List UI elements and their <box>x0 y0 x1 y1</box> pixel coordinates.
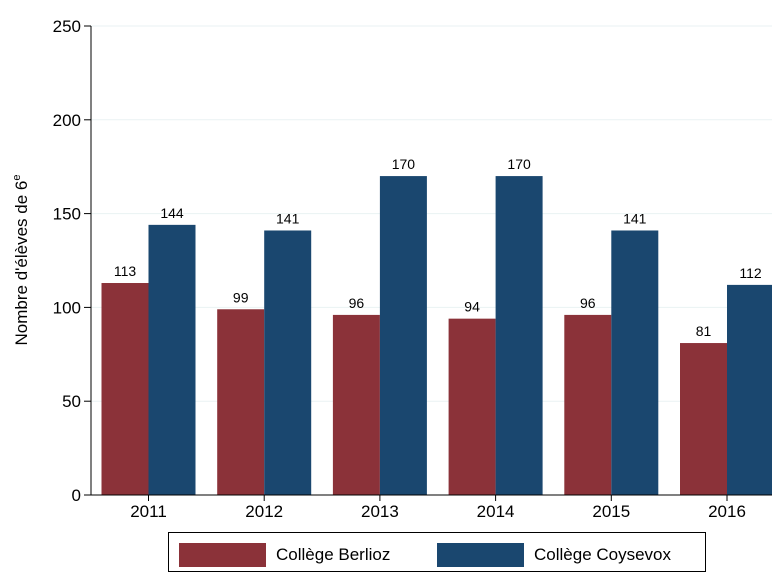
legend-item-berlioz: Collège Berlioz <box>179 543 390 567</box>
data-label: 96 <box>580 295 596 311</box>
bar <box>217 309 264 495</box>
legend-label-coysevox: Collège Coysevox <box>534 545 671 565</box>
data-label: 113 <box>114 263 137 279</box>
bar <box>564 315 611 495</box>
y-tick-label: 50 <box>62 392 81 411</box>
y-tick-label: 250 <box>53 17 81 36</box>
bar <box>727 285 772 495</box>
data-label: 81 <box>696 323 712 339</box>
x-tick-label: 2013 <box>361 502 399 521</box>
y-tick-label: 150 <box>53 205 81 224</box>
x-tick-label: 2011 <box>130 502 167 521</box>
y-axis-title: Nombre d'élèves de 6e <box>11 175 31 346</box>
legend: Collège Berlioz Collège Coysevox <box>168 532 706 572</box>
bar <box>496 176 543 495</box>
data-labels: 113 144 99 141 96 170 94 170 96 141 81 112 <box>114 156 762 339</box>
bar <box>680 343 727 495</box>
data-label: 112 <box>739 265 762 281</box>
bar <box>333 315 380 495</box>
y-axis-title-main: Nombre d'élèves de 6 <box>12 181 31 346</box>
x-tick-label: 2014 <box>477 502 515 521</box>
data-label: 94 <box>464 299 480 315</box>
x-tick-label: 2012 <box>245 502 283 521</box>
data-label: 170 <box>507 156 531 172</box>
legend-label-berlioz: Collège Berlioz <box>276 545 390 565</box>
data-label: 99 <box>233 289 249 305</box>
y-tick-label: 0 <box>72 486 81 505</box>
bar <box>449 319 496 495</box>
x-tick-label: 2016 <box>708 502 746 521</box>
x-tick-labels: 2011 2012 2013 2014 2015 2016 <box>130 502 746 521</box>
legend-swatch-berlioz <box>179 543 266 567</box>
data-label: 141 <box>623 210 647 226</box>
y-tick-labels: 0 50 100 150 200 250 <box>53 17 81 505</box>
bar <box>102 283 149 495</box>
x-tick-label: 2015 <box>592 502 630 521</box>
bars <box>102 176 772 495</box>
bar <box>264 230 311 495</box>
y-tick-label: 100 <box>53 298 81 317</box>
data-label: 170 <box>392 156 416 172</box>
data-label: 96 <box>349 295 365 311</box>
legend-item-coysevox: Collège Coysevox <box>437 543 671 567</box>
y-axis-title-sup: e <box>11 175 23 181</box>
bar <box>611 230 658 495</box>
bar <box>380 176 427 495</box>
data-label: 144 <box>160 205 184 221</box>
bar <box>149 225 196 495</box>
y-tick-label: 200 <box>53 111 81 130</box>
data-label: 141 <box>276 210 300 226</box>
legend-swatch-coysevox <box>437 543 524 567</box>
